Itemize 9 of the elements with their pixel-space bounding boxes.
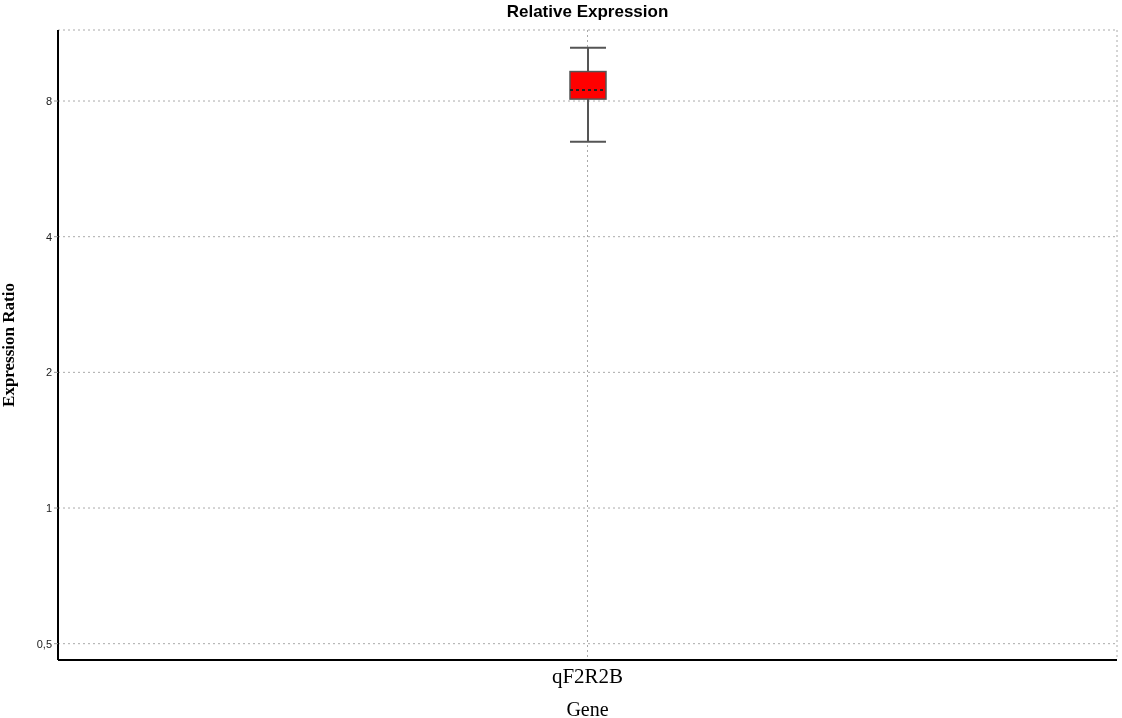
y-tick-label: 0,5 xyxy=(36,637,52,650)
y-tick-label: 8 xyxy=(45,94,52,107)
x-axis-title: Gene xyxy=(566,698,609,718)
y-tick-label: 1 xyxy=(45,501,52,514)
x-tick-label: qF2R2B xyxy=(551,663,624,688)
y-axis-title: Expression Ratio xyxy=(0,283,19,407)
y-tick-label: 2 xyxy=(45,366,52,379)
chart-title: Relative Expression xyxy=(505,2,670,22)
y-tick-label: 4 xyxy=(45,230,52,243)
